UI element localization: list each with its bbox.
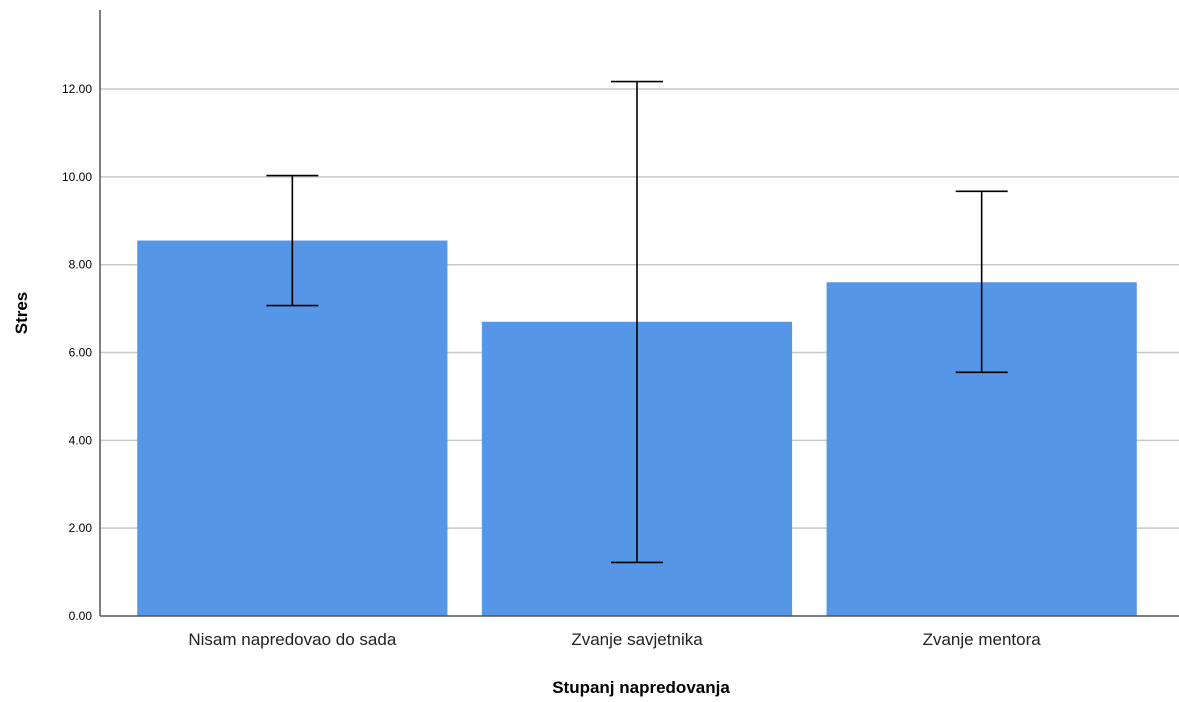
x-category-label: Zvanje mentora — [923, 630, 1042, 649]
y-tick-label: 6.00 — [69, 346, 93, 360]
axes — [99, 10, 1179, 617]
y-tick-label: 2.00 — [69, 521, 93, 535]
error-bars — [266, 80, 1008, 564]
y-tick-label: 12.00 — [62, 82, 92, 96]
y-tick-label: 10.00 — [62, 170, 92, 184]
y-tick-label: 8.00 — [69, 258, 93, 272]
x-category-label: Zvanje savjetnika — [571, 630, 703, 649]
y-tick-labels: 0.00 2.00 4.00 6.00 8.00 10.00 12.00 — [62, 82, 92, 623]
x-category-label: Nisam napredovao do sada — [188, 630, 396, 649]
y-tick-label: 0.00 — [69, 609, 93, 623]
y-axis-title: Stres — [12, 292, 31, 335]
x-axis-title: Stupanj napredovanja — [552, 678, 730, 697]
x-category-labels: Nisam napredovao do sada Zvanje savjetnik… — [188, 630, 1041, 649]
y-tick-label: 4.00 — [69, 433, 93, 447]
